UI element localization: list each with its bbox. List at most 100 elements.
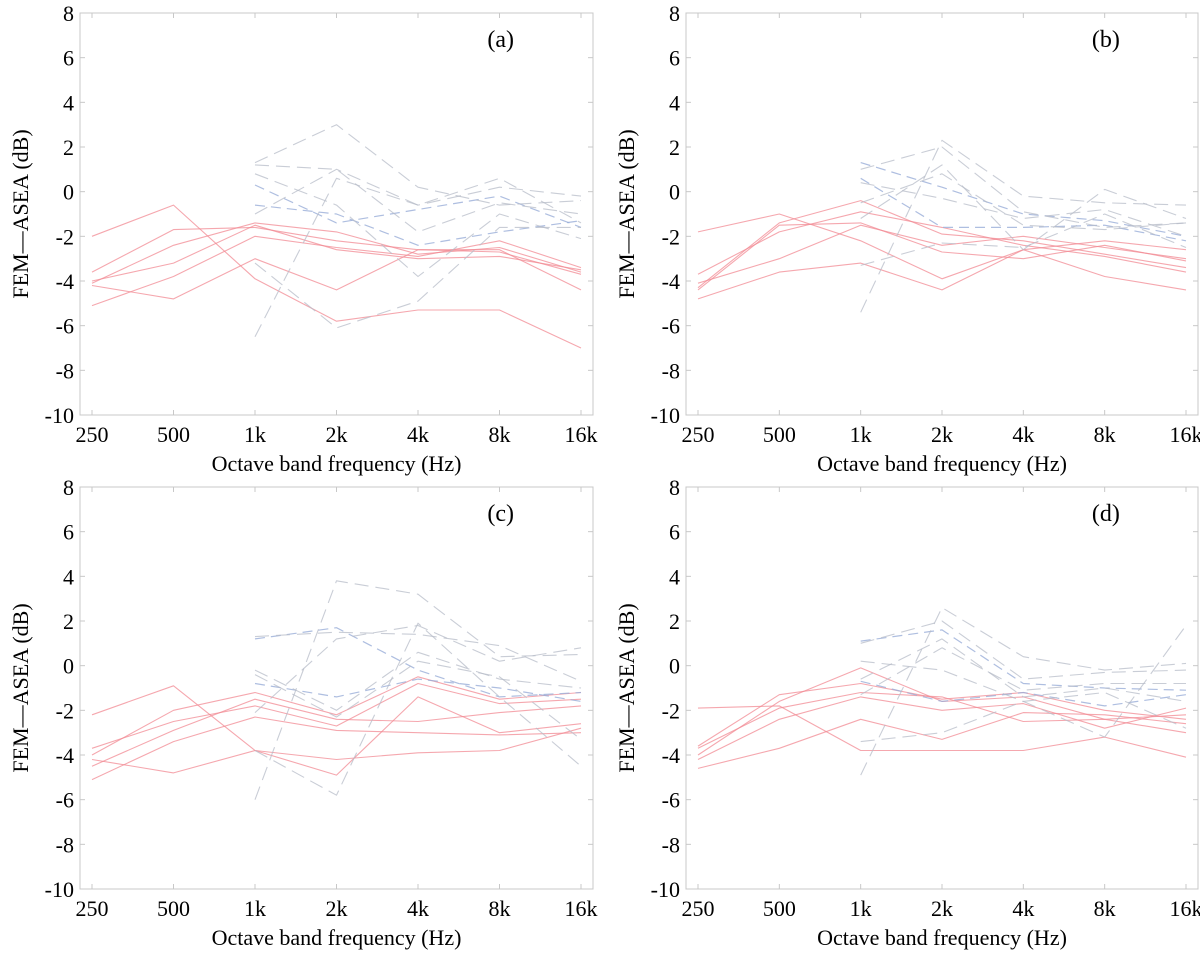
series-line-blue-1 <box>254 184 582 228</box>
y-tick-label: 4 <box>669 564 680 589</box>
x-tick-label: 500 <box>763 896 796 921</box>
series-line-gray-5 <box>860 660 1187 729</box>
x-axis-label: Octave band frequency (Hz) <box>212 451 462 476</box>
plot-frame <box>79 486 594 890</box>
series-line-red-6 <box>91 698 582 767</box>
y-tick-label: -2 <box>56 698 74 723</box>
plot-frame <box>685 12 1199 416</box>
series-line-gray-3 <box>860 638 1187 702</box>
x-tick-label: 250 <box>76 422 109 447</box>
x-tick-label: 2k <box>931 896 953 921</box>
x-tick-label: 2k <box>326 422 348 447</box>
series-line-red-5 <box>697 240 1187 300</box>
series-line-red-5 <box>697 696 1187 760</box>
series-line-red-4 <box>697 211 1187 275</box>
series-line-red-4 <box>697 712 1187 769</box>
series-line-gray-3 <box>860 164 1187 251</box>
series-line-red-6 <box>91 224 582 282</box>
y-tick-label: -10 <box>45 403 74 428</box>
series-line-red-3 <box>697 224 1187 284</box>
x-axis-label: Octave band frequency (Hz) <box>817 451 1067 476</box>
x-tick-label: 8k <box>489 422 511 447</box>
series-line-gray-1 <box>860 139 1187 313</box>
y-tick-label: -10 <box>651 877 680 902</box>
y-tick-label: -2 <box>662 698 680 723</box>
y-axis-label: FEM—ASEA (dB) <box>8 129 33 298</box>
series-line-red-4 <box>91 682 582 749</box>
y-tick-label: 2 <box>63 609 74 634</box>
x-tick-label: 500 <box>763 422 796 447</box>
y-tick-label: 2 <box>669 609 680 634</box>
y-tick-label: -6 <box>56 314 74 339</box>
x-tick-label: 4k <box>1012 896 1034 921</box>
series-line-gray-2 <box>860 146 1187 228</box>
series-line-gray-2 <box>254 124 582 206</box>
series-line-gray-2 <box>254 631 582 682</box>
y-tick-label: -8 <box>662 832 680 857</box>
series-line-red-1 <box>91 685 582 761</box>
series-line-gray-4 <box>254 226 581 329</box>
y-tick-label: -4 <box>56 269 74 294</box>
x-axis-label: Octave band frequency (Hz) <box>212 925 462 950</box>
series-line-blue-1 <box>254 627 582 698</box>
y-tick-label: -6 <box>662 788 680 813</box>
series-line-gray-4 <box>860 213 1187 266</box>
x-axis-label: Octave band frequency (Hz) <box>817 925 1067 950</box>
panel-label: (a) <box>487 27 514 53</box>
panel-label: (b) <box>1092 27 1120 53</box>
y-tick-label: 2 <box>669 135 680 160</box>
series-line-gray-6 <box>254 651 582 711</box>
panel-label: (c) <box>487 501 514 527</box>
series-line-blue-2 <box>860 177 1187 242</box>
y-tick-label: -4 <box>56 743 74 768</box>
series-line-blue-2 <box>254 678 582 702</box>
y-tick-label: 8 <box>63 475 74 500</box>
series-line-red-2 <box>91 249 582 300</box>
y-axis-label: FEM—ASEA (dB) <box>614 129 639 298</box>
y-tick-label: -2 <box>662 224 680 249</box>
x-tick-label: 4k <box>1012 422 1034 447</box>
series-line-red-2 <box>697 200 1187 289</box>
series-line-gray-2 <box>860 620 1187 680</box>
x-tick-label: 250 <box>682 896 715 921</box>
x-tick-label: 2k <box>326 896 348 921</box>
y-tick-label: 8 <box>669 1 680 26</box>
series-line-gray-5 <box>860 182 1187 237</box>
y-tick-label: 8 <box>669 475 680 500</box>
y-tick-label: 4 <box>669 90 680 115</box>
x-tick-label: 1k <box>244 422 266 447</box>
y-tick-label: 6 <box>669 46 680 71</box>
x-tick-label: 1k <box>850 422 872 447</box>
panel-label: (d) <box>1092 501 1120 527</box>
series-line-red-6 <box>697 682 1187 747</box>
series-line-red-1 <box>697 705 1187 758</box>
y-axis-label: FEM—ASEA (dB) <box>8 603 33 772</box>
y-tick-label: -4 <box>662 743 680 768</box>
x-tick-label: 4k <box>407 896 429 921</box>
y-tick-label: -6 <box>662 314 680 339</box>
y-tick-label: 4 <box>63 564 74 589</box>
y-tick-label: 6 <box>63 46 74 71</box>
y-tick-label: -8 <box>662 358 680 383</box>
x-tick-label: 16k <box>565 896 598 921</box>
x-tick-label: 8k <box>489 896 511 921</box>
x-tick-label: 16k <box>1170 422 1200 447</box>
series-line-gray-1 <box>254 580 582 800</box>
series-line-red-5 <box>91 716 582 781</box>
x-tick-label: 8k <box>1094 896 1116 921</box>
y-tick-label: -4 <box>662 269 680 294</box>
x-tick-label: 1k <box>244 896 266 921</box>
y-tick-label: 4 <box>63 90 74 115</box>
series-line-red-1 <box>697 213 1187 291</box>
y-tick-label: -6 <box>56 788 74 813</box>
series-line-red-4 <box>91 226 582 275</box>
y-tick-label: 0 <box>669 654 680 679</box>
series-line-red-5 <box>91 235 582 307</box>
series-line-gray-5 <box>254 660 582 740</box>
y-tick-label: -10 <box>45 877 74 902</box>
